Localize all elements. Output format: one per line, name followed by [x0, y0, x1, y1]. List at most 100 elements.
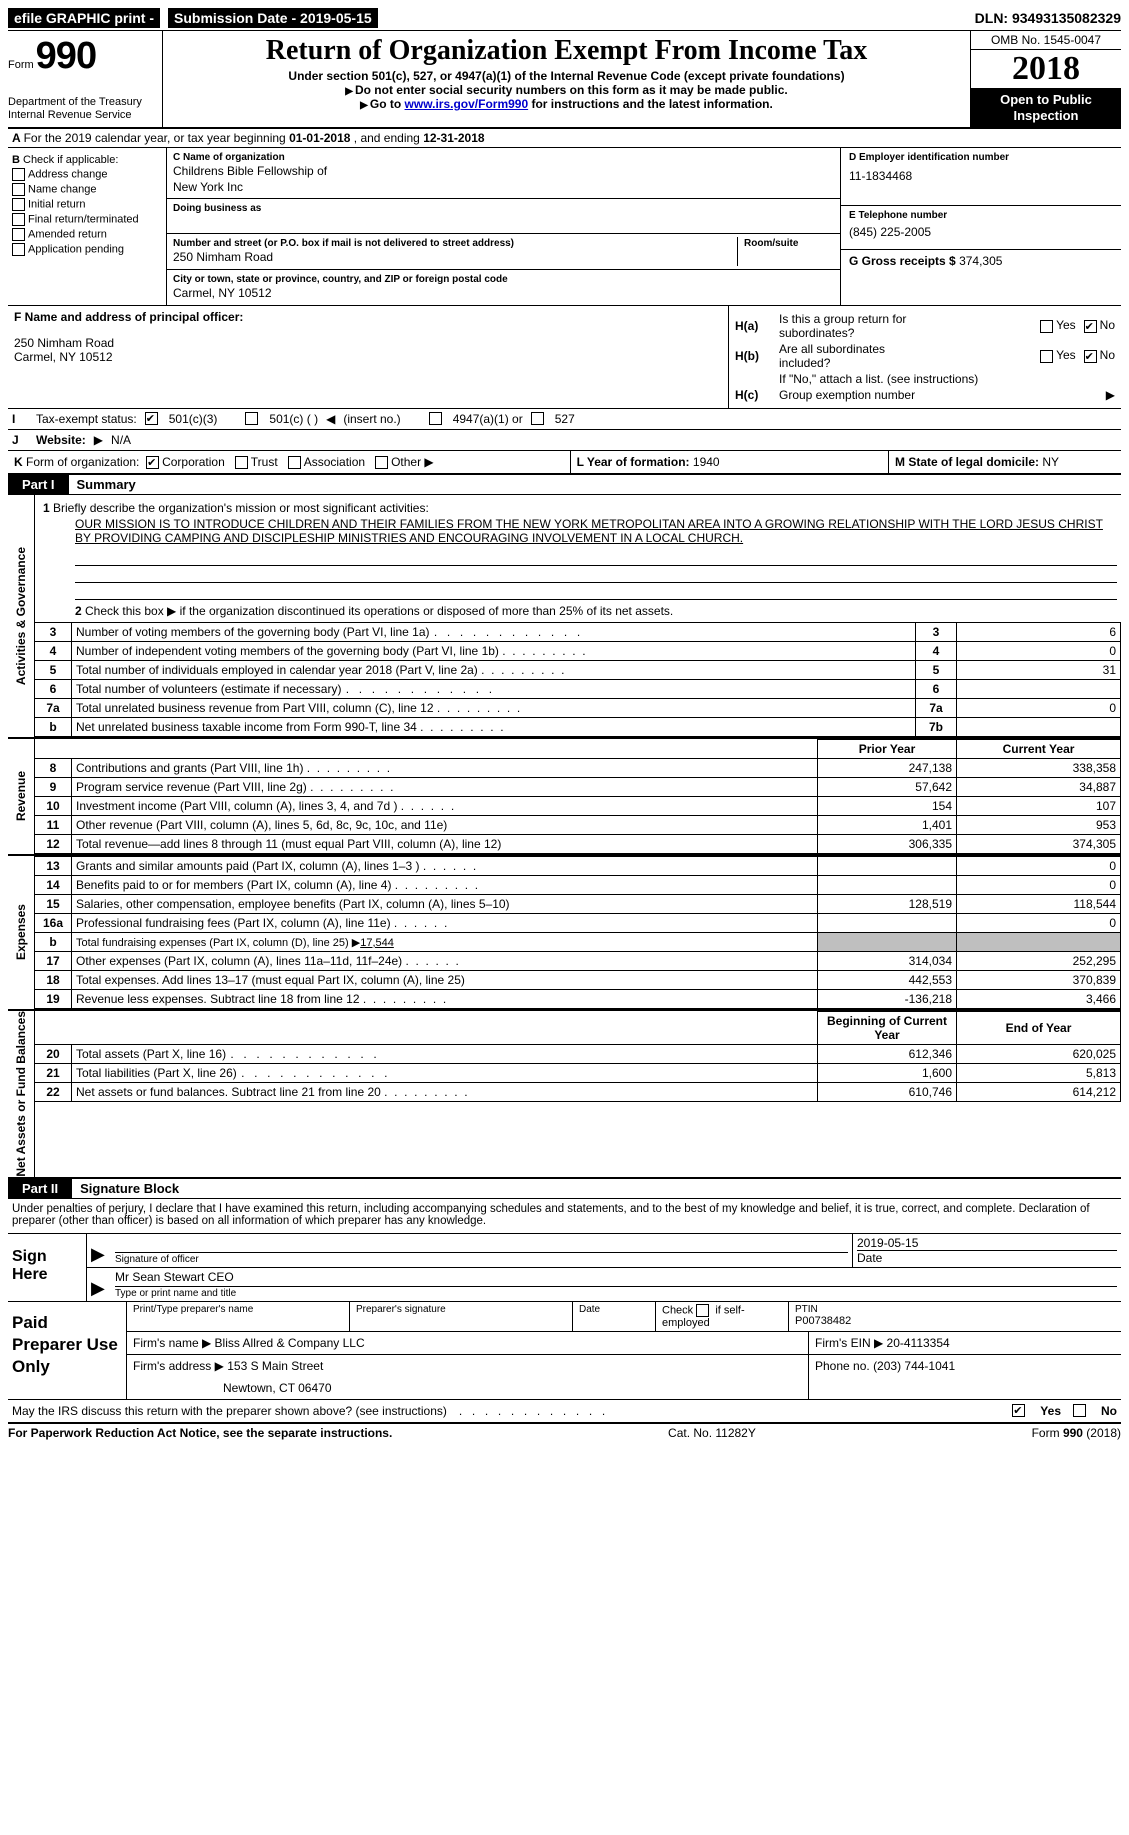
checkbox-initial-return[interactable]: [12, 198, 25, 211]
c-name-label: C Name of organization: [173, 151, 834, 164]
side-net-assets: Net Assets or Fund Balances: [8, 1011, 35, 1177]
signature-date: 2019-05-15: [857, 1236, 1117, 1251]
side-governance: Activities & Governance: [8, 495, 35, 737]
gross-label: G Gross receipts $: [849, 254, 956, 268]
b-title: Check if applicable:: [23, 154, 118, 166]
subtitle-3-pre: Go to: [370, 97, 405, 111]
sign-here-label: Sign Here: [8, 1234, 87, 1301]
side-revenue: Revenue: [8, 739, 35, 854]
ein-value: 11-1834468: [849, 163, 1113, 201]
checkbox-hb-yes[interactable]: [1040, 350, 1053, 363]
part-1-tab: Part I: [8, 475, 69, 494]
firm-phone: (203) 744-1041: [873, 1359, 955, 1373]
firm-ein: 20-4113354: [887, 1336, 950, 1350]
website-value: N/A: [111, 433, 131, 447]
signature-date-label: Date: [857, 1251, 1117, 1265]
checkbox-amended[interactable]: [12, 228, 25, 241]
governance-table: 3Number of voting members of the governi…: [35, 622, 1121, 737]
checkbox-4947[interactable]: [429, 412, 442, 425]
checkbox-self-employed[interactable]: [696, 1304, 709, 1317]
city-value: Carmel, NY 10512: [173, 286, 834, 302]
checkbox-527[interactable]: [531, 412, 544, 425]
checkbox-name-change[interactable]: [12, 183, 25, 196]
checkbox-discuss-yes[interactable]: [1012, 1404, 1025, 1417]
submission-date: Submission Date - 2019-05-15: [168, 8, 378, 28]
part-2-tab: Part II: [8, 1179, 72, 1198]
signature-declaration: Under penalties of perjury, I declare th…: [8, 1199, 1121, 1234]
footer-left: For Paperwork Reduction Act Notice, see …: [8, 1426, 392, 1440]
checkbox-trust[interactable]: [235, 456, 248, 469]
checkbox-501c3[interactable]: [145, 412, 158, 425]
checkbox-discuss-no[interactable]: [1073, 1404, 1086, 1417]
revenue-table: Prior YearCurrent Year 8Contributions an…: [35, 739, 1121, 854]
val-3: 6: [957, 622, 1121, 641]
street-value: 250 Nimham Road: [173, 250, 731, 266]
part-1-title: Summary: [69, 477, 136, 492]
section-d: D Employer identification number 11-1834…: [841, 148, 1121, 304]
efile-label: efile GRAPHIC print -: [8, 8, 160, 28]
checkbox-application-pending[interactable]: [12, 243, 25, 256]
firm-addr-2: Newtown, CT 06470: [133, 1373, 802, 1395]
val-4: 0: [957, 641, 1121, 660]
checkbox-assoc[interactable]: [288, 456, 301, 469]
officer-name: Mr Sean Stewart CEO: [115, 1270, 1117, 1287]
tax-year: 2018: [971, 50, 1121, 88]
val-7a: 0: [957, 698, 1121, 717]
section-f: F Name and address of principal officer:…: [8, 306, 729, 408]
state-domicile: NY: [1042, 455, 1059, 469]
checkbox-ha-yes[interactable]: [1040, 320, 1053, 333]
tel-value: (845) 225-2005: [849, 221, 1113, 245]
subtitle-1: Under section 501(c), 527, or 4947(a)(1)…: [169, 69, 964, 83]
val-6: [957, 679, 1121, 698]
checkbox-corp[interactable]: [146, 456, 159, 469]
row-a: A For the 2019 calendar year, or tax yea…: [8, 129, 1121, 148]
part-2-title: Signature Block: [72, 1181, 179, 1196]
f-label: F Name and address of principal officer:: [14, 310, 243, 324]
room-label: Room/suite: [744, 237, 834, 250]
line-2: Check this box ▶ if the organization dis…: [85, 604, 673, 618]
checkbox-ha-no[interactable]: [1084, 320, 1097, 333]
form-word: Form: [8, 59, 34, 71]
row-a-pre: For the 2019 calendar year, or tax year …: [24, 131, 290, 145]
ptin-value: P00738482: [795, 1315, 1115, 1327]
dba-label: Doing business as: [173, 202, 834, 215]
side-expenses: Expenses: [8, 856, 35, 1009]
signature-officer-label: Signature of officer: [115, 1253, 848, 1265]
firm-name: Bliss Allred & Company LLC: [215, 1336, 365, 1350]
checkbox-hb-no[interactable]: [1084, 350, 1097, 363]
officer-addr-2: Carmel, NY 10512: [14, 350, 722, 364]
val-5: 31: [957, 660, 1121, 679]
form-header: Form 990 Department of the Treasury Inte…: [8, 30, 1121, 129]
officer-name-label: Type or print name and title: [115, 1287, 1117, 1299]
i-label: Tax-exempt status:: [36, 412, 137, 426]
section-m: M State of legal domicile: NY: [889, 451, 1121, 473]
section-b: B Check if applicable: Address change Na…: [8, 148, 167, 304]
checkbox-final-return[interactable]: [12, 213, 25, 226]
dept-treasury: Department of the Treasury: [8, 96, 142, 108]
officer-addr-1: 250 Nimham Road: [14, 336, 722, 350]
ein-label: D Employer identification number: [849, 152, 1113, 163]
expenses-table: 13Grants and similar amounts paid (Part …: [35, 856, 1121, 1009]
footer: For Paperwork Reduction Act Notice, see …: [8, 1424, 1121, 1440]
part-2-header: Part II Signature Block: [8, 1179, 1121, 1199]
form-number: 990: [36, 35, 96, 78]
tel-label: E Telephone number: [849, 210, 1113, 221]
website-label: Website:: [36, 433, 86, 447]
mission-label: Briefly describe the organization's miss…: [53, 501, 429, 515]
section-h: H(a) Is this a group return forsubordina…: [729, 306, 1121, 408]
section-l: L Year of formation: 1940: [571, 451, 889, 473]
open-inspection: Open to Public Inspection: [971, 88, 1121, 127]
subtitle-3-post: for instructions and the latest informat…: [528, 97, 773, 111]
mission-text: OUR MISSION IS TO INTRODUCE CHILDREN AND…: [35, 517, 1121, 549]
val-7b: [957, 717, 1121, 736]
hb-note: If "No," attach a list. (see instruction…: [735, 372, 1115, 386]
checkbox-501c[interactable]: [245, 412, 258, 425]
instructions-link[interactable]: www.irs.gov/Form990: [405, 97, 529, 111]
checkbox-address-change[interactable]: [12, 168, 25, 181]
discuss-text: May the IRS discuss this return with the…: [12, 1404, 447, 1418]
part-1-header: Part I Summary: [8, 475, 1121, 495]
paid-preparer-label: Paid Preparer Use Only: [8, 1302, 126, 1399]
irs-label: Internal Revenue Service: [8, 109, 132, 121]
year-begin: 01-01-2018: [289, 131, 350, 145]
checkbox-other[interactable]: [375, 456, 388, 469]
